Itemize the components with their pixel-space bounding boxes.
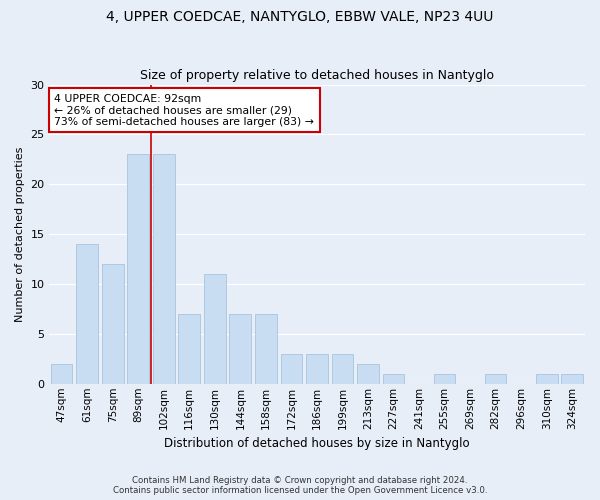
Bar bbox=[562, 374, 583, 384]
Bar bbox=[51, 364, 73, 384]
Text: Contains HM Land Registry data © Crown copyright and database right 2024.
Contai: Contains HM Land Registry data © Crown c… bbox=[113, 476, 487, 495]
Bar bbox=[434, 374, 455, 384]
Bar bbox=[76, 244, 98, 384]
Bar bbox=[127, 154, 149, 384]
Bar bbox=[383, 374, 404, 384]
Bar bbox=[281, 354, 302, 384]
Bar bbox=[332, 354, 353, 384]
Bar bbox=[485, 374, 506, 384]
Bar bbox=[204, 274, 226, 384]
Bar bbox=[229, 314, 251, 384]
Bar bbox=[153, 154, 175, 384]
Bar bbox=[306, 354, 328, 384]
Bar bbox=[536, 374, 557, 384]
X-axis label: Distribution of detached houses by size in Nantyglo: Distribution of detached houses by size … bbox=[164, 437, 470, 450]
Bar bbox=[357, 364, 379, 384]
Bar bbox=[255, 314, 277, 384]
Text: 4, UPPER COEDCAE, NANTYGLO, EBBW VALE, NP23 4UU: 4, UPPER COEDCAE, NANTYGLO, EBBW VALE, N… bbox=[106, 10, 494, 24]
Text: 4 UPPER COEDCAE: 92sqm
← 26% of detached houses are smaller (29)
73% of semi-det: 4 UPPER COEDCAE: 92sqm ← 26% of detached… bbox=[54, 94, 314, 126]
Bar bbox=[102, 264, 124, 384]
Title: Size of property relative to detached houses in Nantyglo: Size of property relative to detached ho… bbox=[140, 69, 494, 82]
Y-axis label: Number of detached properties: Number of detached properties bbox=[15, 146, 25, 322]
Bar bbox=[178, 314, 200, 384]
